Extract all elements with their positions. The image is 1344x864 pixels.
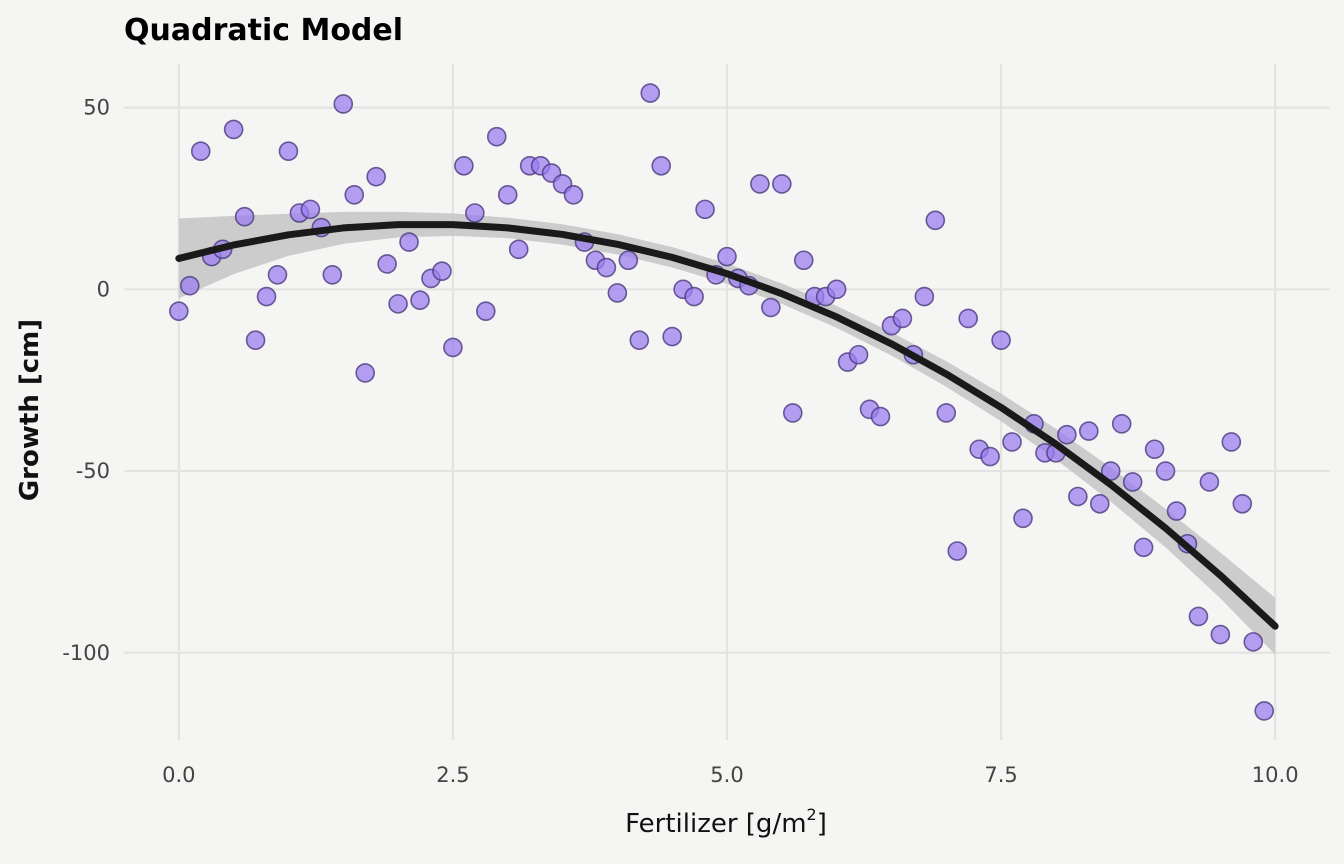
data-point <box>410 290 430 311</box>
x-tick-label: 7.5 <box>984 763 1017 787</box>
data-point <box>223 119 244 140</box>
data-point <box>826 279 847 300</box>
data-point <box>366 166 386 187</box>
data-point <box>958 308 979 329</box>
data-point <box>892 308 913 329</box>
data-point <box>432 261 452 281</box>
data-point <box>607 283 628 303</box>
data-point <box>596 257 617 278</box>
data-point <box>761 297 781 318</box>
data-point <box>914 286 935 307</box>
data-point <box>1221 432 1242 452</box>
data-point <box>454 155 474 176</box>
data-point <box>1068 486 1088 507</box>
data-point <box>169 301 189 321</box>
x-tick-label: 2.5 <box>436 763 469 787</box>
data-point <box>475 301 496 321</box>
data-point <box>750 174 770 194</box>
y-tick-label: 50 <box>83 96 110 120</box>
x-tick-labels: 0.0 2.5 5.0 7.5 10.0 <box>162 763 1298 787</box>
y-tick-labels: 50 0 -50 -100 <box>62 96 110 665</box>
data-point <box>1013 508 1033 529</box>
data-point <box>717 246 737 267</box>
x-tick-label: 5.0 <box>710 763 743 787</box>
data-point <box>245 330 266 351</box>
data-point <box>772 174 792 194</box>
data-point <box>925 210 946 231</box>
data-point <box>793 250 814 271</box>
data-point <box>1188 606 1209 627</box>
chart-title: Quadratic Model <box>124 13 403 48</box>
data-point <box>190 141 211 162</box>
grid-lines <box>124 64 1330 740</box>
data-point <box>1199 472 1220 492</box>
data-point <box>234 206 255 227</box>
data-point <box>1079 421 1099 441</box>
data-point <box>1057 424 1077 445</box>
data-point <box>1243 632 1264 652</box>
data-point <box>497 185 518 205</box>
data-point <box>1111 414 1132 434</box>
data-point <box>684 286 704 307</box>
data-point <box>256 286 277 307</box>
y-tick-label: -50 <box>76 459 110 483</box>
data-point <box>1166 501 1187 521</box>
data-point <box>1122 472 1143 492</box>
data-point <box>377 254 397 274</box>
data-point <box>322 264 343 285</box>
data-point <box>1254 701 1275 721</box>
data-point <box>936 403 957 423</box>
data-point <box>848 344 869 365</box>
y-tick-label: 0 <box>97 277 110 301</box>
data-point <box>947 541 968 561</box>
data-point <box>278 141 299 162</box>
data-point <box>1002 432 1022 452</box>
confidence-ribbon <box>178 211 1276 655</box>
data-point <box>333 94 354 114</box>
data-point <box>629 330 650 351</box>
data-point <box>399 232 419 252</box>
data-point <box>355 363 376 383</box>
data-point <box>1100 461 1121 481</box>
data-point <box>1155 461 1176 481</box>
data-point <box>1144 439 1165 460</box>
y-axis-title: Growth [cm] <box>15 319 45 501</box>
data-point <box>870 406 891 427</box>
data-point <box>695 199 715 220</box>
data-point <box>508 239 529 260</box>
data-point <box>563 185 584 205</box>
data-point <box>662 326 682 347</box>
data-point <box>1210 624 1231 645</box>
fit-line <box>175 221 1279 630</box>
y-tick-label: -100 <box>62 641 110 665</box>
data-point <box>1232 493 1253 514</box>
data-point <box>991 330 1011 351</box>
data-point <box>651 155 672 176</box>
data-point <box>1089 493 1110 514</box>
x-tick-label: 0.0 <box>162 763 195 787</box>
x-tick-label: 10.0 <box>1252 763 1299 787</box>
data-point <box>443 337 463 358</box>
data-point <box>465 203 485 223</box>
data-point <box>782 403 803 423</box>
data-point <box>640 83 661 103</box>
data-point <box>486 126 507 147</box>
data-point <box>388 294 408 314</box>
data-point <box>618 250 639 271</box>
data-point <box>344 185 365 205</box>
data-point <box>300 199 321 220</box>
data-point <box>267 264 288 285</box>
scatter-points <box>169 83 1275 721</box>
x-axis-title: Fertilizer [g/m2] <box>625 805 827 839</box>
data-point <box>980 446 1000 467</box>
data-point <box>179 275 200 296</box>
data-point <box>1133 537 1154 558</box>
